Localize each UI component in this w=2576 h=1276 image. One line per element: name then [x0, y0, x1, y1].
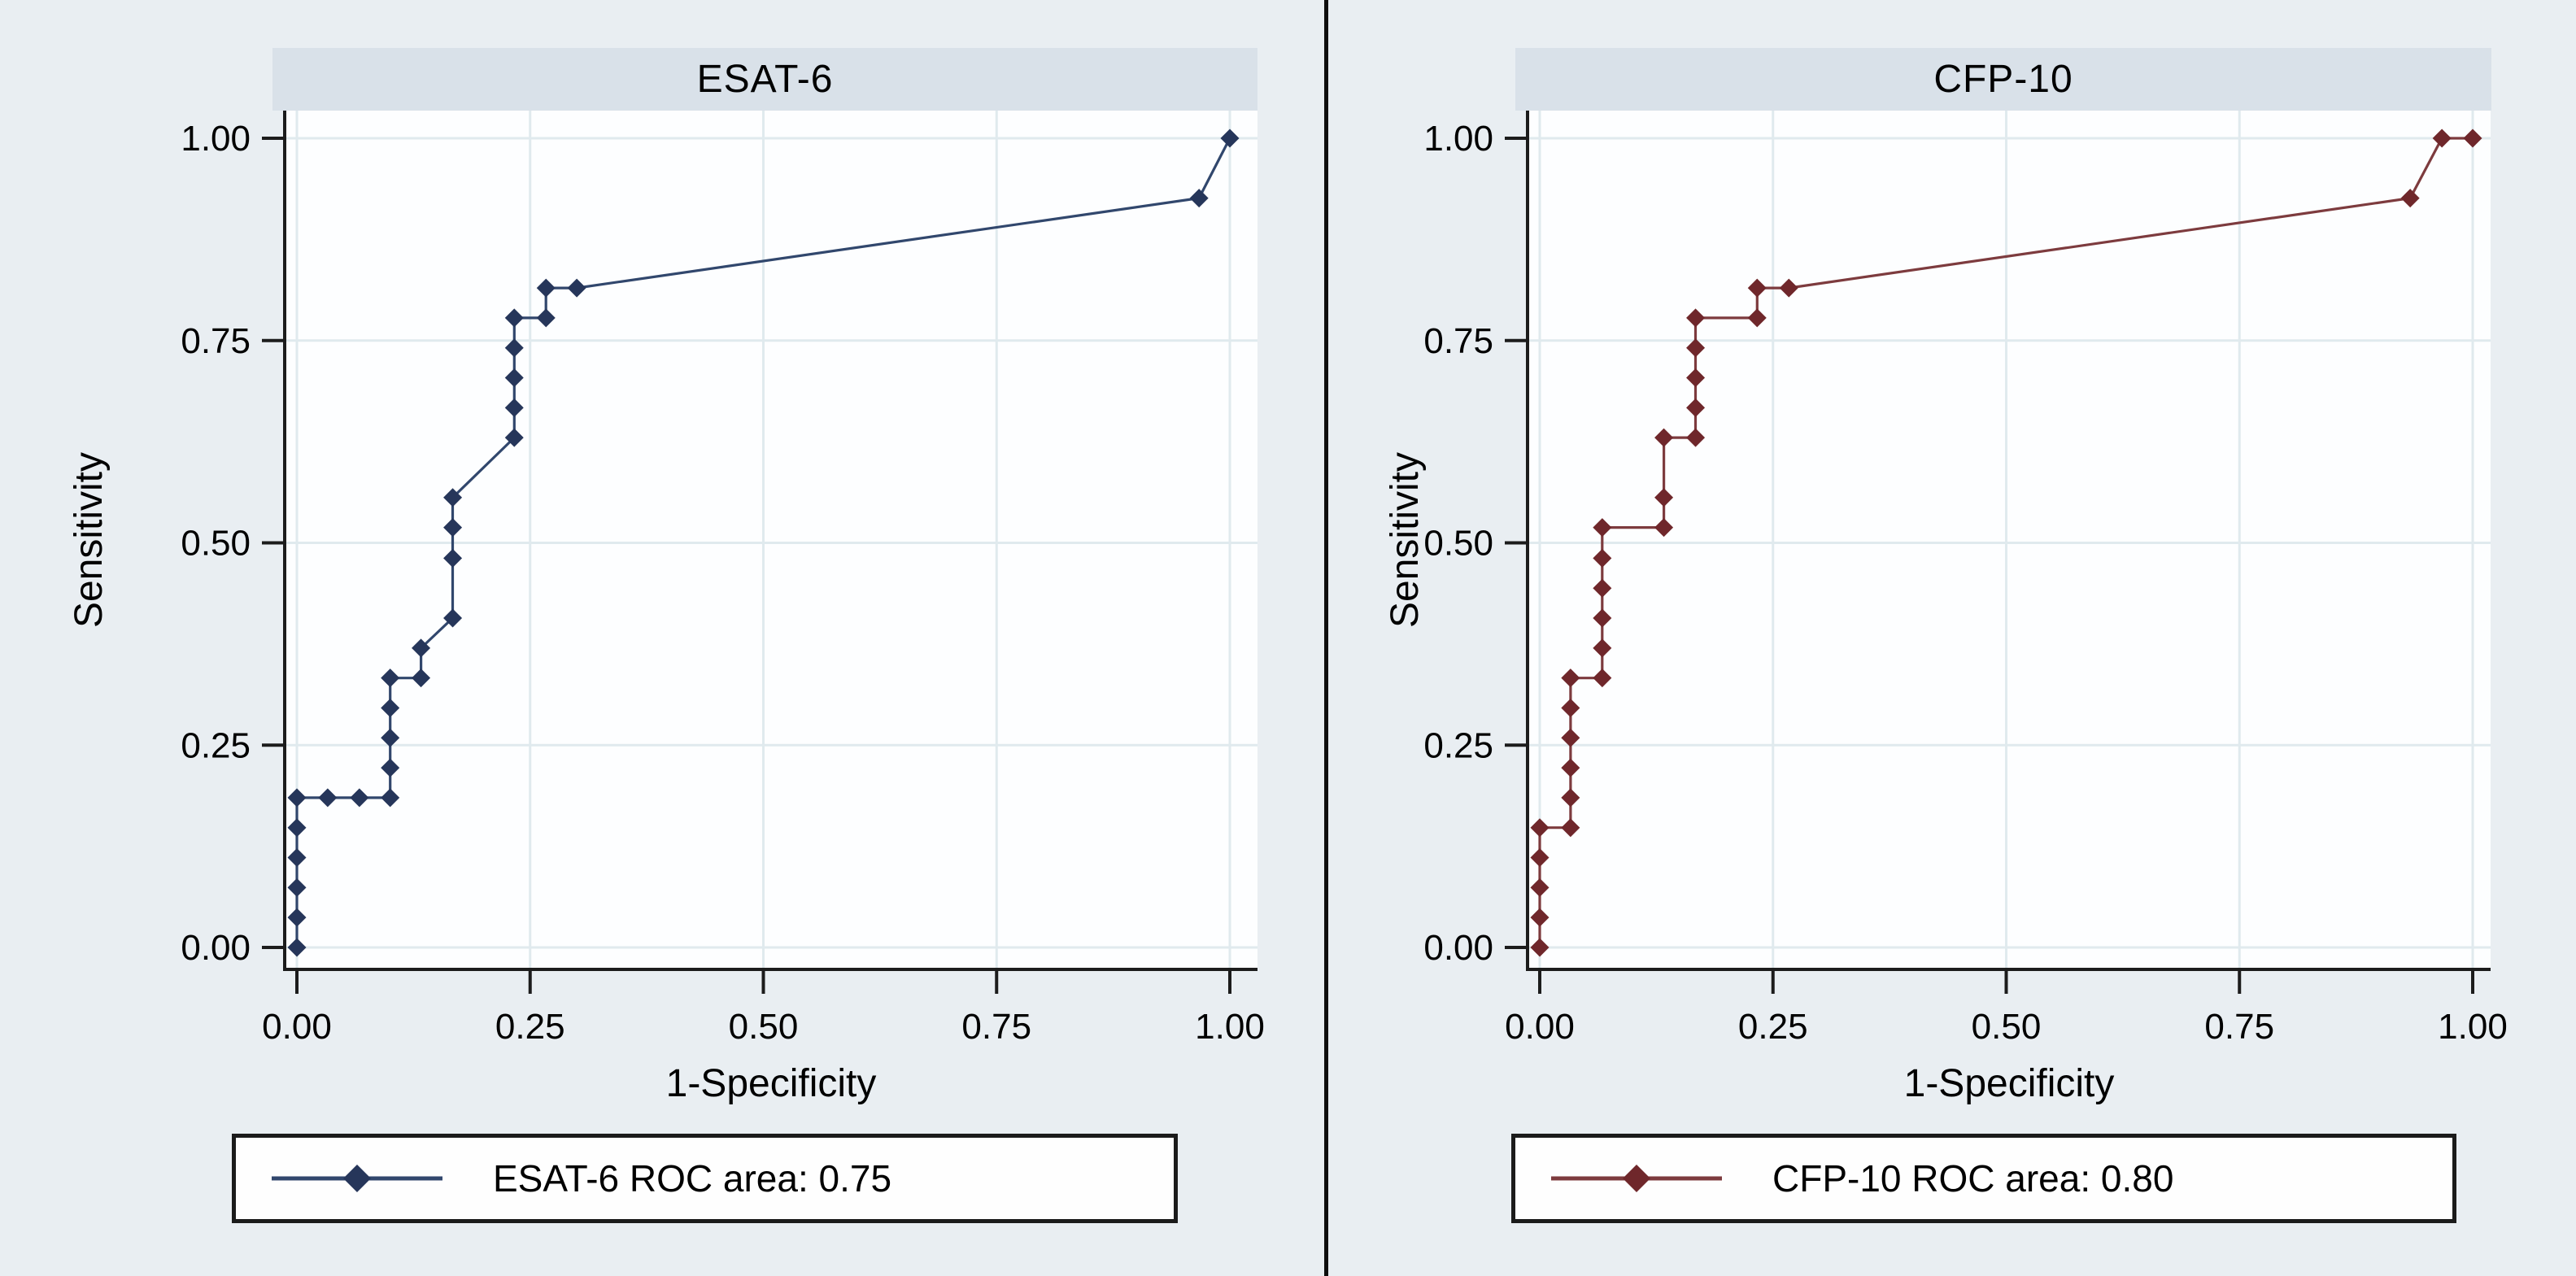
legend-esat6: ESAT-6 ROC area: 0.75 — [232, 1134, 1178, 1223]
roc-point — [1593, 548, 1612, 568]
y-tick-label: 0.75 — [181, 321, 251, 361]
roc-panel-ESAT-6: 0.00 0.25 0.50 0.75 1.00 0.00 0.25 0.50 0.75 1.00 — [181, 111, 1265, 1047]
y-tick-label: 1.00 — [181, 119, 251, 159]
roc-point — [318, 788, 338, 808]
roc-point — [412, 638, 431, 658]
x-tick-label: 0.25 — [1738, 1007, 1808, 1047]
roc-point — [1686, 398, 1706, 417]
panel-title-cfp10: CFP-10 — [1515, 48, 2491, 111]
roc-point — [1561, 698, 1580, 717]
legend-label-cfp10: CFP-10 ROC area: 0.80 — [1772, 1157, 2174, 1200]
roc-point — [287, 848, 307, 868]
legend-line-sample-esat6 — [272, 1165, 442, 1192]
y-tick-label: 0.75 — [1423, 321, 1493, 361]
roc-point — [443, 488, 463, 507]
x-tick-label: 0.75 — [961, 1007, 1031, 1047]
roc-panel-CFP-10: 0.00 0.25 0.50 0.75 1.00 0.00 0.25 0.50 0.75 1.00 — [1423, 111, 2508, 1047]
roc-point — [443, 608, 463, 628]
y-tick-label: 0.00 — [181, 928, 251, 968]
roc-point — [287, 788, 307, 808]
roc-point — [1561, 728, 1580, 747]
roc-point — [1686, 368, 1706, 388]
roc-point — [1747, 308, 1767, 328]
roc-point — [1530, 908, 1550, 927]
roc-point — [536, 278, 556, 298]
roc-point — [504, 308, 524, 328]
roc-point — [1561, 758, 1580, 777]
y-tick-label: 0.50 — [1423, 524, 1493, 564]
roc-point — [1220, 128, 1240, 148]
legend-label-esat6: ESAT-6 ROC area: 0.75 — [493, 1157, 892, 1200]
roc-point — [287, 938, 307, 957]
x-tick-label: 0.50 — [1972, 1007, 2042, 1047]
roc-point — [2432, 128, 2452, 148]
roc-point — [1189, 189, 1209, 208]
roc-point — [2463, 128, 2482, 148]
roc-point — [1593, 518, 1612, 538]
panel-divider — [1324, 0, 1328, 1276]
roc-point — [381, 668, 400, 688]
roc-point — [287, 878, 307, 897]
roc-point — [567, 278, 586, 298]
roc-point — [1686, 338, 1706, 358]
legend-cfp10: CFP-10 ROC area: 0.80 — [1511, 1134, 2456, 1223]
x-tick-label: 1.00 — [2438, 1007, 2508, 1047]
roc-point — [536, 308, 556, 328]
roc-point — [1530, 878, 1550, 897]
roc-point — [504, 428, 524, 447]
y-tick-label: 0.00 — [1423, 928, 1493, 968]
x-tick-label: 1.00 — [1195, 1007, 1265, 1047]
roc-point — [504, 338, 524, 358]
y-tick-label: 0.25 — [181, 725, 251, 765]
roc-point — [443, 518, 463, 538]
roc-point — [1779, 278, 1798, 298]
panel-title-esat6: ESAT-6 — [272, 48, 1257, 111]
roc-point — [1593, 608, 1612, 628]
plot-area — [285, 111, 1257, 969]
roc-point — [287, 818, 307, 838]
plot-area — [1528, 111, 2491, 969]
roc-point — [350, 788, 369, 808]
x-axis-title-cfp10: 1-Specificity — [1903, 1062, 2115, 1105]
roc-point — [443, 548, 463, 568]
roc-point — [504, 398, 524, 417]
y-tick-label: 0.50 — [181, 524, 251, 564]
roc-point — [287, 908, 307, 927]
x-axis-title-esat6: 1-Specificity — [665, 1062, 877, 1105]
roc-point — [1593, 638, 1612, 658]
roc-point — [381, 758, 400, 777]
x-tick-label: 0.00 — [1505, 1007, 1575, 1047]
roc-point — [1530, 848, 1550, 868]
x-tick-label: 0.75 — [2204, 1007, 2274, 1047]
roc-point — [412, 668, 431, 688]
roc-point — [1593, 578, 1612, 598]
roc-point — [1654, 518, 1674, 538]
y-axis-title-cfp10: Sensitivity — [1384, 451, 1427, 629]
y-tick-label: 1.00 — [1423, 119, 1493, 159]
roc-point — [1654, 488, 1674, 507]
roc-point — [2400, 189, 2420, 208]
roc-point — [1686, 308, 1706, 328]
roc-point — [1561, 788, 1580, 808]
x-tick-label: 0.25 — [495, 1007, 565, 1047]
y-tick-label: 0.25 — [1423, 725, 1493, 765]
roc-point — [381, 788, 400, 808]
roc-point — [1530, 938, 1550, 957]
roc-point — [1530, 818, 1550, 838]
roc-point — [1747, 278, 1767, 298]
roc-point — [1593, 668, 1612, 688]
roc-point — [1561, 818, 1580, 838]
roc-point — [381, 698, 400, 717]
roc-point — [1561, 668, 1580, 688]
x-tick-label: 0.50 — [729, 1007, 799, 1047]
legend-line-sample-cfp10 — [1551, 1165, 1722, 1192]
roc-point — [1654, 428, 1674, 447]
roc-point — [381, 728, 400, 747]
x-tick-label: 0.00 — [262, 1007, 332, 1047]
roc-point — [504, 368, 524, 388]
y-axis-title-esat6: Sensitivity — [68, 451, 111, 629]
roc-point — [1686, 428, 1706, 447]
